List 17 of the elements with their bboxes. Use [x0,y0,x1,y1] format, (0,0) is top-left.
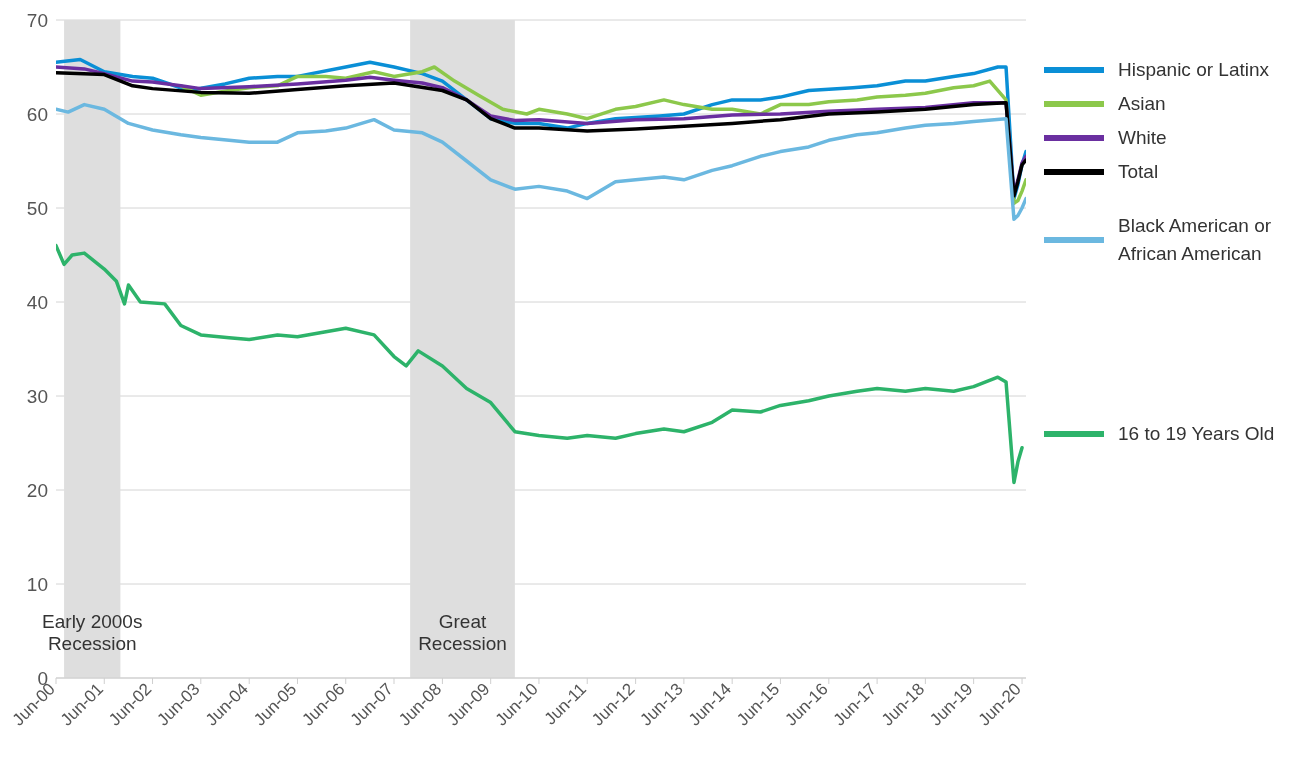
y-tick-label: 40 [26,291,48,313]
y-tick-label: 50 [26,197,48,219]
line-series [56,102,1026,222]
legend-label: Total [1118,160,1159,184]
y-tick-label: 30 [26,385,48,407]
y-tick-label: 10 [26,573,48,595]
y-tick-label: 70 [26,9,48,31]
legend-label: Asian [1118,92,1166,116]
line-series [56,243,1024,485]
band-label: Great Recession [418,611,507,654]
y-tick-label: 20 [26,479,48,501]
legend-label: Black American or African American [1118,214,1273,266]
legend-label: Hispanic or Latinx [1118,58,1270,82]
band-label: Early 2000s Recession [42,611,143,654]
legend-label: White [1118,126,1167,150]
y-tick-label: 60 [26,103,48,125]
legend-label: 16 to 19 Years Old [1118,422,1275,446]
